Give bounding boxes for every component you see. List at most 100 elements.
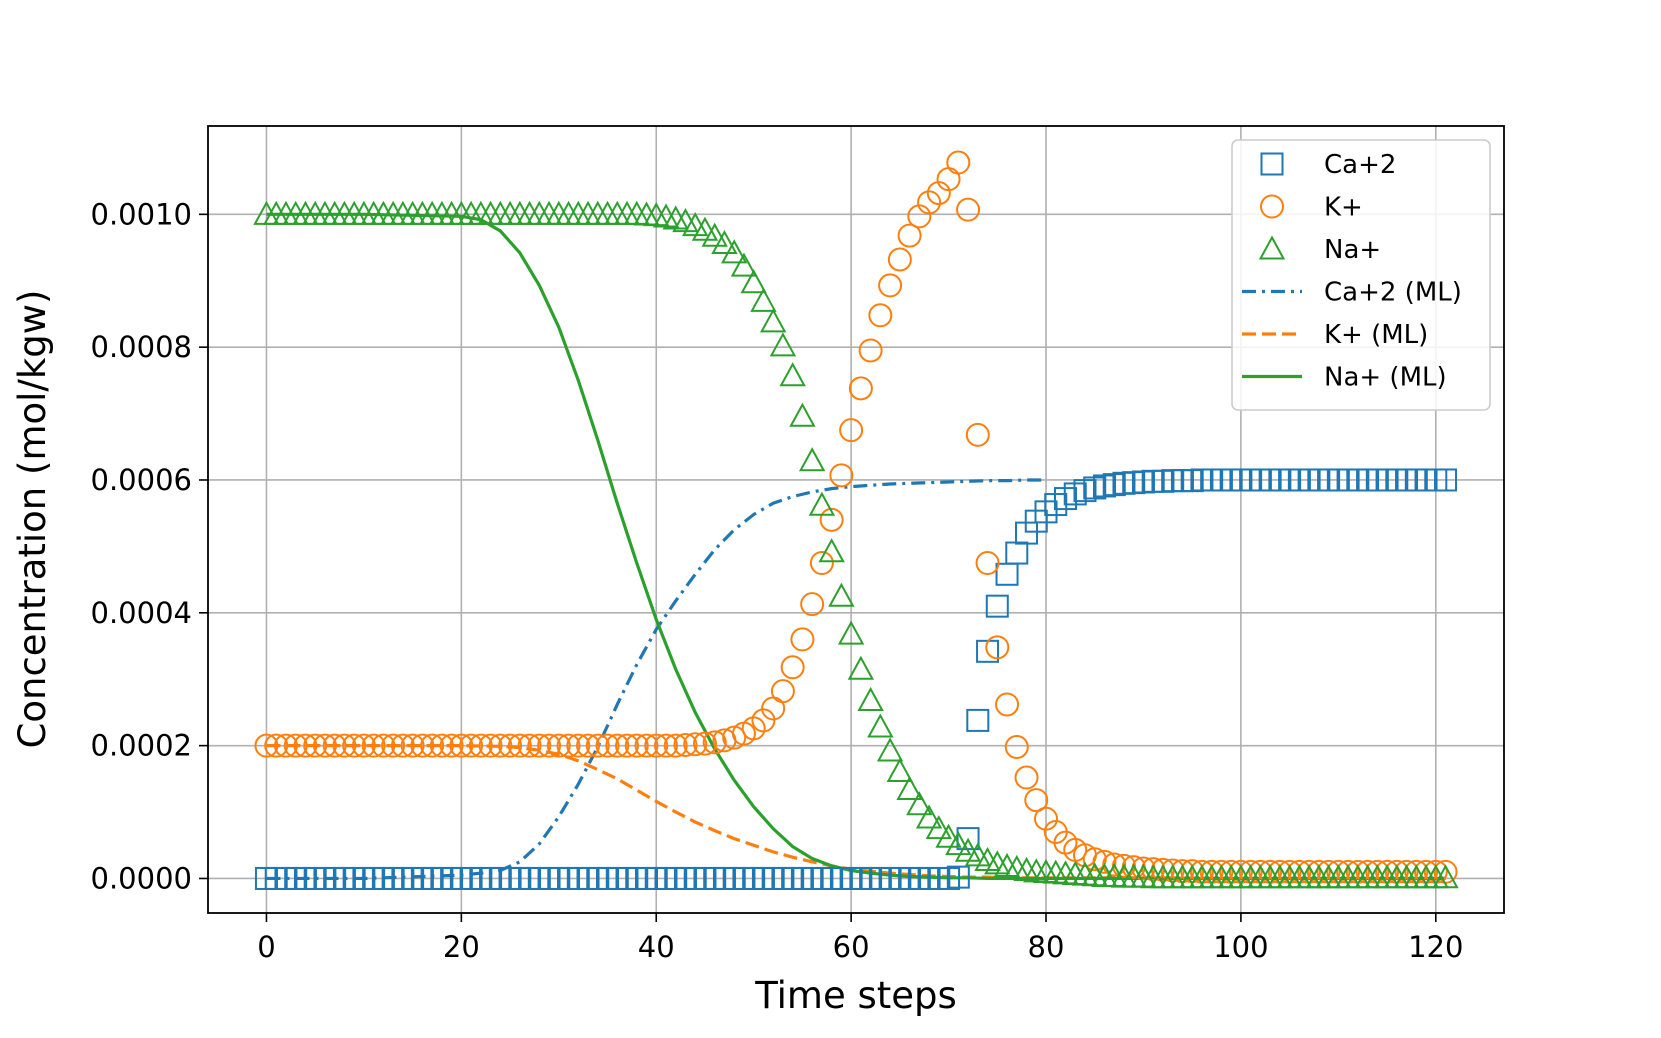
legend-marker <box>1260 194 1284 219</box>
data-point <box>692 731 717 756</box>
data-point <box>730 252 758 277</box>
y-tick-label: 0.0010 <box>91 197 192 231</box>
data-point <box>653 733 678 758</box>
data-point <box>857 686 884 711</box>
data-point <box>946 865 970 889</box>
data-point <box>837 620 865 645</box>
data-point <box>847 655 875 680</box>
plot-area <box>253 150 1459 890</box>
data-point <box>956 197 981 222</box>
data-point <box>896 775 923 800</box>
legend-label: K+ (ML) <box>1324 320 1428 350</box>
data-point <box>527 733 552 758</box>
data-point <box>800 592 825 617</box>
x-tick-label: 40 <box>638 930 675 964</box>
legend-label: Na+ (ML) <box>1324 363 1447 393</box>
data-point <box>400 733 425 758</box>
data-point <box>293 733 318 758</box>
data-point <box>468 733 493 758</box>
data-point <box>322 733 347 758</box>
data-point <box>566 733 591 758</box>
x-tick-label: 100 <box>1213 930 1268 964</box>
data-point <box>439 733 464 758</box>
data-point <box>721 239 748 264</box>
data-point <box>546 733 571 758</box>
data-point <box>769 332 797 357</box>
legend-item: Ca+2 <box>1260 150 1396 180</box>
x-tick-label: 60 <box>833 930 870 964</box>
data-point <box>410 733 435 758</box>
data-point <box>878 273 903 298</box>
data-point <box>615 733 640 758</box>
data-point <box>351 733 376 758</box>
data-point <box>759 308 787 333</box>
data-point <box>946 150 971 175</box>
legend: Ca+2 K+ Na+ Ca+2 (ML) K+ (ML) Na+ (ML) <box>1231 139 1491 411</box>
data-point <box>876 737 904 762</box>
data-point <box>985 635 1010 660</box>
data-point <box>790 627 815 652</box>
series-ca-2 <box>254 468 1458 890</box>
data-point <box>985 594 1009 618</box>
data-point <box>1082 847 1107 872</box>
data-point <box>449 733 474 758</box>
data-point <box>702 730 727 755</box>
data-point <box>576 733 601 758</box>
data-point <box>886 757 914 783</box>
data-point <box>517 733 542 758</box>
data-point <box>478 733 503 758</box>
y-axis-label: Concentration (mol/kgw) <box>11 290 54 749</box>
data-point <box>381 733 406 758</box>
data-point <box>965 422 990 447</box>
data-point <box>312 733 337 758</box>
data-point <box>809 551 834 576</box>
data-point <box>459 733 484 758</box>
x-tick-label: 0 <box>257 930 275 964</box>
legend-item: Ca+2 (ML) <box>1242 278 1462 308</box>
data-point <box>711 229 738 255</box>
data-point <box>906 791 933 816</box>
data-point <box>917 190 942 215</box>
data-point <box>770 679 795 704</box>
data-point <box>303 733 328 758</box>
data-point <box>634 733 659 758</box>
x-tick-label: 120 <box>1408 930 1463 964</box>
data-point <box>390 733 415 758</box>
legend-label: Na+ <box>1324 235 1381 265</box>
legend-label: Ca+2 (ML) <box>1324 278 1462 308</box>
series-line <box>266 478 1047 881</box>
data-point <box>361 733 386 758</box>
x-axis-ticks: 0 20 40 60 80 100 120 <box>257 913 1463 964</box>
data-point <box>750 287 777 312</box>
data-point <box>605 733 630 758</box>
data-point <box>691 216 719 241</box>
axes-frame <box>207 125 1505 914</box>
data-point <box>342 733 367 758</box>
data-point <box>537 733 562 758</box>
y-tick-label: 0.0006 <box>91 463 192 497</box>
y-axis-ticks: 0.0000 0.0002 0.0004 0.0006 0.0008 0.0010 <box>91 197 208 895</box>
data-point <box>264 733 289 758</box>
data-point <box>751 708 776 733</box>
data-point <box>858 338 883 363</box>
data-point <box>798 447 826 472</box>
x-axis-label: Time steps <box>754 974 957 1017</box>
data-point <box>1434 468 1458 492</box>
data-point <box>819 507 844 532</box>
series-ca-2-ml <box>266 478 1047 881</box>
data-point <box>556 733 581 758</box>
data-point <box>283 733 308 758</box>
series-na <box>253 200 1459 889</box>
legend-item: Na+ <box>1258 235 1381 265</box>
data-point <box>1014 765 1039 790</box>
data-point <box>935 823 962 848</box>
legend-label: Ca+2 <box>1324 150 1396 180</box>
data-point <box>1092 849 1117 874</box>
y-tick-label: 0.0008 <box>91 330 192 364</box>
legend-item: K+ <box>1260 193 1363 223</box>
x-tick-label: 80 <box>1028 930 1065 964</box>
data-point <box>1034 806 1059 831</box>
data-point <box>371 733 396 758</box>
data-point <box>828 582 855 607</box>
